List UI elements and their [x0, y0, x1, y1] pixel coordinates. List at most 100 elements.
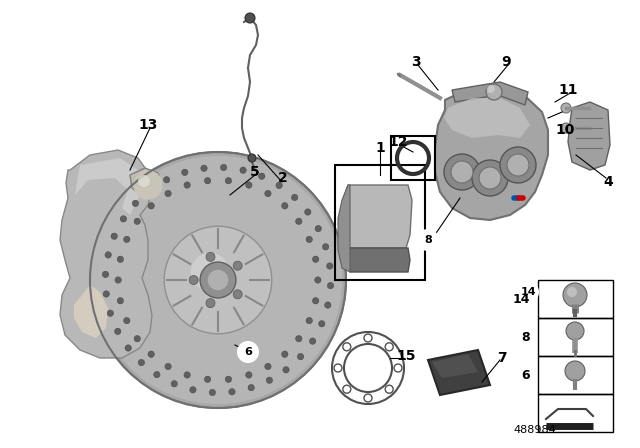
Circle shape	[147, 187, 153, 194]
Circle shape	[103, 291, 109, 297]
Circle shape	[111, 233, 117, 239]
Circle shape	[315, 277, 321, 283]
Circle shape	[225, 177, 232, 184]
Text: 8: 8	[424, 235, 432, 245]
Circle shape	[309, 338, 316, 345]
Circle shape	[225, 376, 232, 383]
Circle shape	[296, 218, 302, 224]
Circle shape	[238, 342, 258, 362]
Text: 1: 1	[375, 141, 385, 155]
Circle shape	[204, 177, 211, 184]
Circle shape	[246, 182, 252, 188]
Circle shape	[115, 328, 121, 335]
Circle shape	[248, 384, 254, 391]
Text: 5: 5	[250, 165, 260, 179]
Polygon shape	[338, 185, 350, 272]
Circle shape	[200, 262, 236, 298]
Polygon shape	[432, 354, 478, 378]
Circle shape	[486, 84, 502, 100]
Text: 6: 6	[244, 347, 252, 357]
Circle shape	[105, 252, 111, 258]
Polygon shape	[444, 98, 530, 138]
Circle shape	[206, 252, 215, 261]
Circle shape	[500, 147, 536, 183]
Circle shape	[171, 381, 177, 387]
Text: 8: 8	[522, 331, 530, 344]
Circle shape	[245, 13, 255, 23]
Circle shape	[326, 263, 333, 269]
Circle shape	[324, 302, 331, 308]
Polygon shape	[452, 82, 528, 105]
Circle shape	[90, 152, 346, 408]
Circle shape	[343, 385, 351, 393]
Polygon shape	[568, 102, 610, 170]
Bar	[538, 356, 613, 394]
Circle shape	[418, 230, 438, 250]
Circle shape	[291, 194, 298, 201]
Circle shape	[265, 190, 271, 197]
Circle shape	[315, 225, 321, 232]
Circle shape	[120, 215, 127, 222]
Circle shape	[283, 366, 289, 373]
Circle shape	[266, 377, 273, 383]
Circle shape	[296, 336, 302, 342]
Circle shape	[228, 388, 235, 395]
Circle shape	[248, 154, 256, 162]
Circle shape	[276, 182, 282, 189]
Circle shape	[191, 253, 229, 291]
Circle shape	[138, 359, 145, 366]
Circle shape	[364, 334, 372, 342]
Circle shape	[184, 372, 190, 378]
Text: 3: 3	[411, 55, 421, 69]
Circle shape	[164, 226, 272, 334]
Circle shape	[282, 202, 288, 209]
Circle shape	[282, 351, 288, 358]
Circle shape	[132, 200, 139, 207]
Text: 2: 2	[278, 171, 288, 185]
Circle shape	[165, 190, 172, 197]
Circle shape	[319, 321, 325, 327]
Text: 15: 15	[396, 349, 416, 363]
Circle shape	[138, 175, 150, 187]
Bar	[391, 136, 435, 180]
Circle shape	[385, 385, 393, 393]
Circle shape	[189, 276, 198, 284]
Circle shape	[134, 171, 162, 199]
Polygon shape	[343, 185, 412, 248]
Circle shape	[323, 244, 329, 250]
Circle shape	[206, 299, 215, 308]
Circle shape	[487, 85, 495, 93]
Circle shape	[312, 256, 319, 263]
Text: 6: 6	[522, 369, 530, 382]
Circle shape	[189, 387, 196, 393]
Circle shape	[306, 318, 312, 324]
Circle shape	[107, 310, 113, 316]
Polygon shape	[428, 350, 490, 395]
Circle shape	[327, 282, 333, 289]
Circle shape	[306, 236, 312, 242]
Circle shape	[163, 177, 170, 183]
Circle shape	[240, 167, 246, 173]
Circle shape	[233, 261, 242, 270]
Circle shape	[204, 376, 211, 383]
Circle shape	[305, 209, 311, 215]
Circle shape	[364, 394, 372, 402]
Text: 14: 14	[520, 287, 536, 297]
Circle shape	[561, 103, 571, 113]
Polygon shape	[74, 285, 108, 338]
Text: 488984: 488984	[514, 425, 556, 435]
Polygon shape	[130, 168, 162, 195]
Circle shape	[208, 270, 228, 290]
Circle shape	[563, 283, 587, 307]
Circle shape	[246, 372, 252, 378]
Circle shape	[565, 361, 585, 381]
Text: 12: 12	[388, 135, 408, 149]
Circle shape	[507, 154, 529, 176]
Circle shape	[124, 318, 130, 324]
Polygon shape	[435, 88, 548, 220]
Text: 13: 13	[138, 118, 157, 132]
Circle shape	[134, 336, 140, 342]
Circle shape	[117, 256, 124, 263]
Bar	[538, 280, 613, 318]
Bar	[538, 318, 613, 356]
